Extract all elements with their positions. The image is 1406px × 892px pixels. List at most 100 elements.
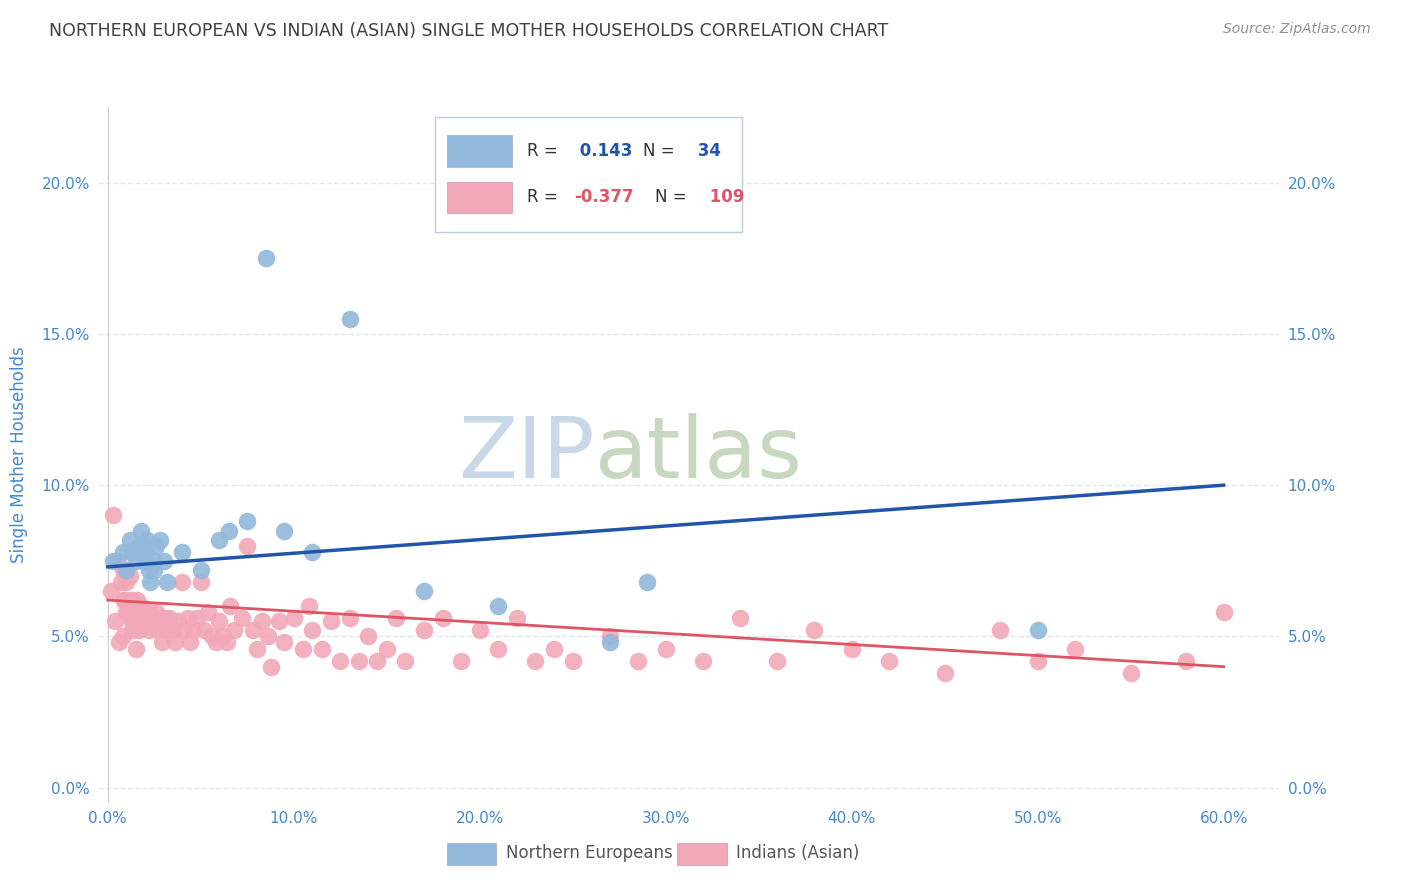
Point [292, 641, 315, 656]
Point [103, 554, 125, 568]
Point [143, 554, 166, 568]
Point [728, 611, 751, 625]
Point [134, 554, 156, 568]
Point [110, 574, 132, 589]
FancyBboxPatch shape [447, 843, 496, 865]
Point [111, 563, 134, 577]
Point [245, 641, 267, 656]
FancyBboxPatch shape [434, 118, 742, 232]
Point [108, 635, 131, 649]
Point [254, 252, 277, 266]
Point [412, 584, 434, 599]
Point [115, 574, 138, 589]
Point [157, 611, 180, 625]
Point [135, 533, 157, 547]
Point [128, 615, 150, 629]
Point [256, 629, 278, 643]
Point [267, 615, 290, 629]
Point [141, 617, 163, 632]
Point [197, 605, 219, 619]
Text: N =: N = [643, 142, 679, 160]
Point [111, 545, 134, 559]
Text: R =: R = [527, 188, 564, 206]
Point [877, 654, 900, 668]
Point [129, 524, 152, 538]
Text: Source: ZipAtlas.com: Source: ZipAtlas.com [1223, 22, 1371, 37]
Point [654, 641, 676, 656]
Point [339, 311, 361, 326]
Point [111, 629, 134, 643]
Point [115, 563, 138, 577]
Point [176, 611, 198, 625]
Text: atlas: atlas [595, 413, 803, 497]
Point [250, 615, 273, 629]
Point [841, 641, 863, 656]
Point [1063, 641, 1085, 656]
Point [181, 624, 204, 638]
Point [118, 533, 141, 547]
Point [128, 539, 150, 553]
Y-axis label: Single Mother Households: Single Mother Households [10, 347, 28, 563]
Point [186, 611, 208, 625]
Point [357, 629, 380, 643]
Point [319, 615, 342, 629]
Point [301, 624, 323, 638]
Point [118, 569, 141, 583]
Point [1212, 605, 1234, 619]
Text: -0.377: -0.377 [575, 188, 634, 206]
Point [145, 539, 167, 553]
Point [934, 665, 956, 680]
Point [432, 611, 454, 625]
Point [104, 615, 127, 629]
Point [121, 624, 143, 638]
Point [127, 615, 149, 629]
Point [543, 641, 565, 656]
Point [1119, 665, 1142, 680]
Point [329, 654, 352, 668]
Point [218, 524, 240, 538]
Point [105, 554, 128, 568]
Point [1026, 654, 1049, 668]
Point [215, 635, 238, 649]
Point [121, 593, 143, 607]
Point [138, 624, 160, 638]
Point [149, 611, 172, 625]
Point [283, 611, 305, 625]
FancyBboxPatch shape [447, 136, 512, 167]
Point [152, 554, 174, 568]
Text: 0.143: 0.143 [575, 142, 633, 160]
Point [766, 654, 789, 668]
Point [385, 611, 408, 625]
Point [208, 533, 231, 547]
Point [117, 605, 139, 619]
Point [149, 533, 172, 547]
Point [803, 624, 825, 638]
Point [156, 574, 179, 589]
Point [179, 635, 201, 649]
Point [450, 654, 472, 668]
Point [212, 629, 235, 643]
Point [375, 641, 398, 656]
Point [121, 545, 143, 559]
Point [163, 635, 186, 649]
Point [114, 593, 136, 607]
Point [143, 615, 166, 629]
Point [134, 615, 156, 629]
Text: Northern Europeans: Northern Europeans [506, 844, 672, 862]
Point [122, 605, 145, 619]
Point [236, 515, 259, 529]
Point [506, 611, 529, 625]
Text: ZIP: ZIP [458, 413, 595, 497]
Point [152, 617, 174, 632]
Point [117, 593, 139, 607]
Text: 34: 34 [693, 142, 721, 160]
Point [260, 659, 283, 673]
Point [150, 635, 173, 649]
Point [301, 545, 323, 559]
Point [172, 545, 194, 559]
Point [139, 574, 162, 589]
Point [990, 624, 1012, 638]
Point [412, 624, 434, 638]
Point [297, 599, 319, 614]
Point [132, 539, 155, 553]
